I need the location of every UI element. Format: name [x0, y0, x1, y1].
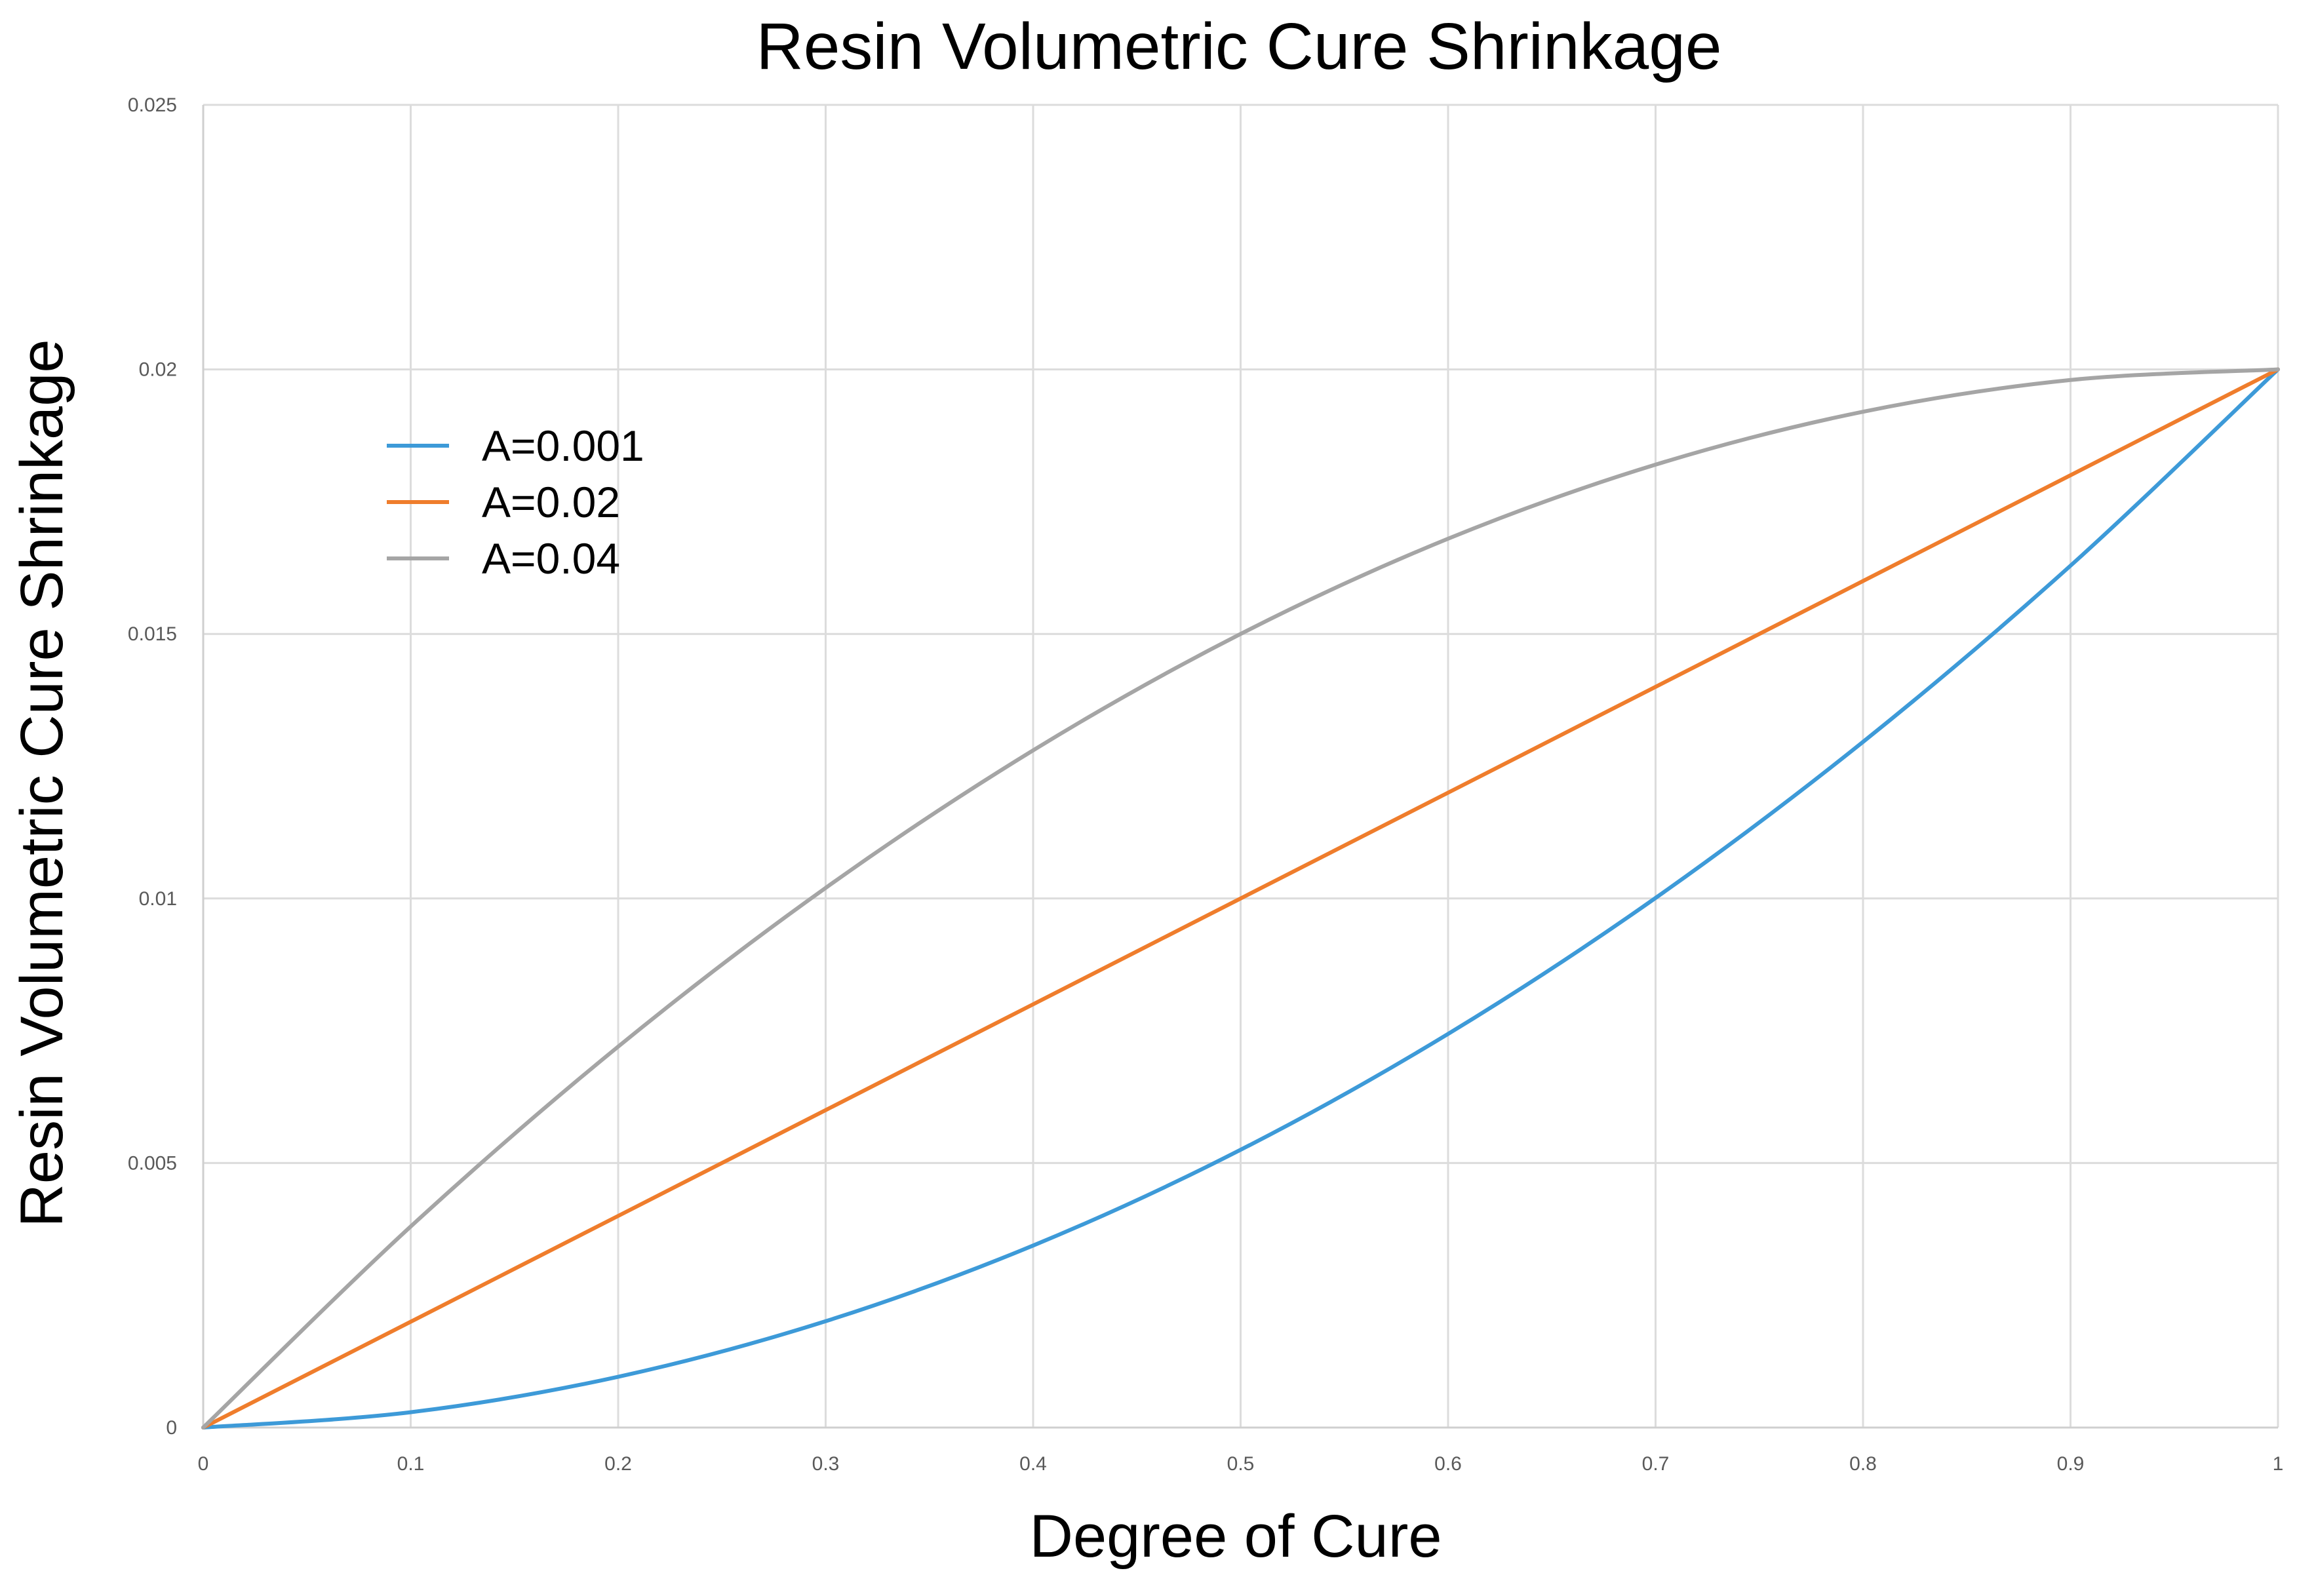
- series-line-3: [201, 367, 2280, 1430]
- x-tick-label: 0.8: [1849, 1453, 1877, 1475]
- y-tick-label: 0.005: [128, 1152, 177, 1174]
- x-axis-title: Degree of Cure: [1030, 1503, 1442, 1570]
- x-tick-label: 0.5: [1227, 1453, 1255, 1475]
- x-tick-label: 0.3: [812, 1453, 840, 1475]
- x-tick-label: 0.1: [397, 1453, 425, 1475]
- y-tick-label: 0.02: [139, 359, 177, 381]
- x-tick-label: 0.4: [1019, 1453, 1047, 1475]
- series-line-2: [201, 367, 2280, 1430]
- legend: A=0.001 A=0.02 A=0.04: [387, 421, 644, 583]
- x-tick-label: 1: [2273, 1453, 2284, 1475]
- y-tick-label: 0.025: [128, 94, 177, 116]
- series-line-1: [201, 367, 2280, 1430]
- chart-title: Resin Volumetric Cure Shrinkage: [756, 10, 1722, 83]
- x-tick-label: 0.2: [604, 1453, 632, 1475]
- series-lines: [201, 367, 2280, 1430]
- x-tick-label: 0: [198, 1453, 209, 1475]
- x-tick-label: 0.9: [2057, 1453, 2085, 1475]
- grid: [202, 104, 2279, 1429]
- legend-label-3: A=0.04: [482, 534, 620, 583]
- x-tick-label: 0.6: [1434, 1453, 1462, 1475]
- legend-label-2: A=0.02: [482, 478, 620, 526]
- y-tick-label: 0.015: [128, 623, 177, 645]
- axes: [202, 105, 2278, 1429]
- tick-labels: 0 0.1 0.2 0.3 0.4 0.5 0.6 0.7 0.8 0.9 1 0 0.005 0.01 0…: [128, 94, 2283, 1475]
- y-axis-title: Resin Volumetric Cure Shrinkage: [9, 339, 75, 1227]
- y-tick-label: 0.01: [139, 888, 177, 910]
- legend-label-1: A=0.001: [482, 421, 644, 470]
- x-tick-label: 0.7: [1642, 1453, 1670, 1475]
- y-tick-label: 0: [166, 1417, 177, 1439]
